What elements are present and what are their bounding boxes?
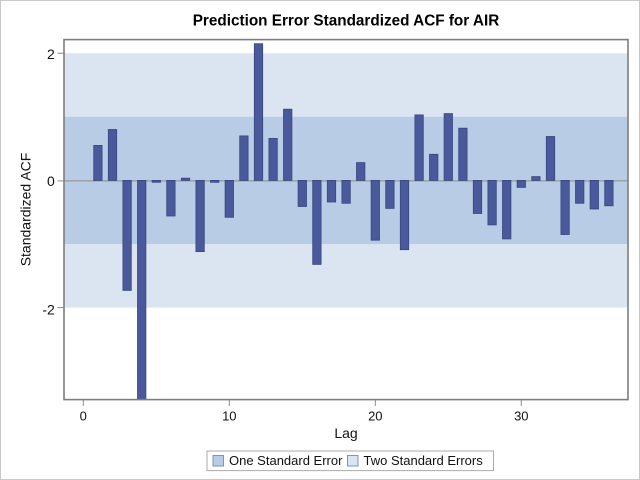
svg-text:2: 2 — [47, 46, 55, 62]
svg-text:20: 20 — [368, 409, 382, 424]
svg-text:One Standard Error: One Standard Error — [229, 453, 343, 468]
svg-text:0: 0 — [80, 409, 87, 424]
svg-text:-2: -2 — [42, 301, 55, 317]
svg-text:0: 0 — [47, 173, 55, 189]
svg-text:Standardized ACF: Standardized ACF — [18, 153, 34, 267]
svg-text:Two Standard Errors: Two Standard Errors — [364, 453, 484, 468]
svg-text:30: 30 — [514, 409, 528, 424]
svg-text:Prediction Error Standardized: Prediction Error Standardized ACF for AI… — [193, 13, 500, 30]
svg-text:Lag: Lag — [334, 425, 357, 441]
svg-text:10: 10 — [222, 409, 236, 424]
